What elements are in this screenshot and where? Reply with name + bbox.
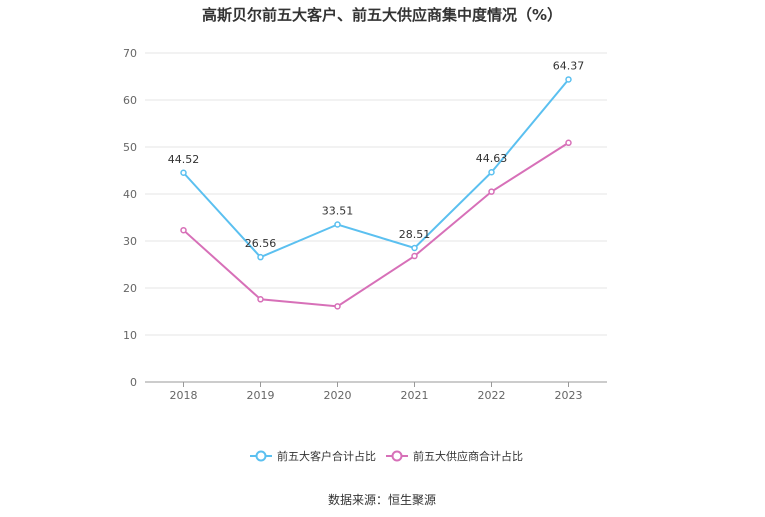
data-label: 26.56 — [245, 237, 277, 250]
data-point[interactable] — [565, 76, 572, 83]
series-line-1 — [182, 141, 570, 308]
data-label: 28.51 — [399, 228, 431, 241]
data-point[interactable] — [334, 303, 341, 310]
y-tick-label: 70 — [123, 47, 137, 60]
chart-title: 高斯贝尔前五大客户、前五大供应商集中度情况（%） — [202, 6, 562, 24]
x-tick-label: 2019 — [247, 389, 275, 402]
legend-label: 前五大客户合计占比 — [277, 449, 376, 463]
y-tick-label: 30 — [123, 235, 137, 248]
y-tick-label: 50 — [123, 141, 137, 154]
data-labels: 44.52 26.56 33.51 28.51 44.63 64.37 — [168, 59, 585, 250]
series-line-0 — [182, 78, 570, 259]
data-point[interactable] — [488, 168, 495, 176]
y-tick-label: 10 — [123, 329, 137, 342]
grid-lines — [145, 52, 607, 336]
legend-label: 前五大供应商合计占比 — [413, 449, 523, 463]
x-tick-label: 2023 — [555, 389, 583, 402]
y-tick-label: 20 — [123, 282, 137, 295]
legend-marker — [255, 450, 267, 462]
y-tick-label: 60 — [123, 94, 137, 107]
legend-item-1[interactable]: 前五大供应商合计占比 — [386, 449, 523, 463]
data-source: 数据来源：恒生聚源 — [328, 492, 436, 507]
data-point[interactable] — [334, 221, 341, 228]
axes: 0 10 20 30 40 50 60 70 2018 2019 2020 2021 2022 2023 — [123, 47, 607, 402]
y-tick-label: 0 — [130, 376, 137, 389]
data-label: 33.51 — [322, 205, 354, 218]
data-label: 44.63 — [476, 152, 508, 165]
x-tick-label: 2022 — [478, 389, 506, 402]
data-point[interactable] — [257, 253, 264, 261]
y-tick-label: 40 — [123, 188, 137, 201]
x-tick-label: 2021 — [401, 389, 429, 402]
legend-marker — [391, 450, 403, 462]
series-lines — [180, 76, 572, 310]
data-label: 44.52 — [168, 153, 200, 166]
data-point[interactable] — [488, 188, 495, 195]
data-point[interactable] — [565, 139, 572, 147]
data-point[interactable] — [411, 252, 418, 260]
data-point[interactable] — [257, 296, 264, 303]
x-tick-label: 2018 — [170, 389, 198, 402]
legend[interactable]: 前五大客户合计占比 前五大供应商合计占比 — [250, 449, 523, 463]
data-point[interactable] — [411, 244, 418, 252]
data-point[interactable] — [180, 226, 187, 234]
x-tick-label: 2020 — [324, 389, 352, 402]
data-point[interactable] — [180, 169, 187, 177]
data-label: 64.37 — [553, 59, 585, 72]
legend-item-0[interactable]: 前五大客户合计占比 — [250, 449, 376, 463]
